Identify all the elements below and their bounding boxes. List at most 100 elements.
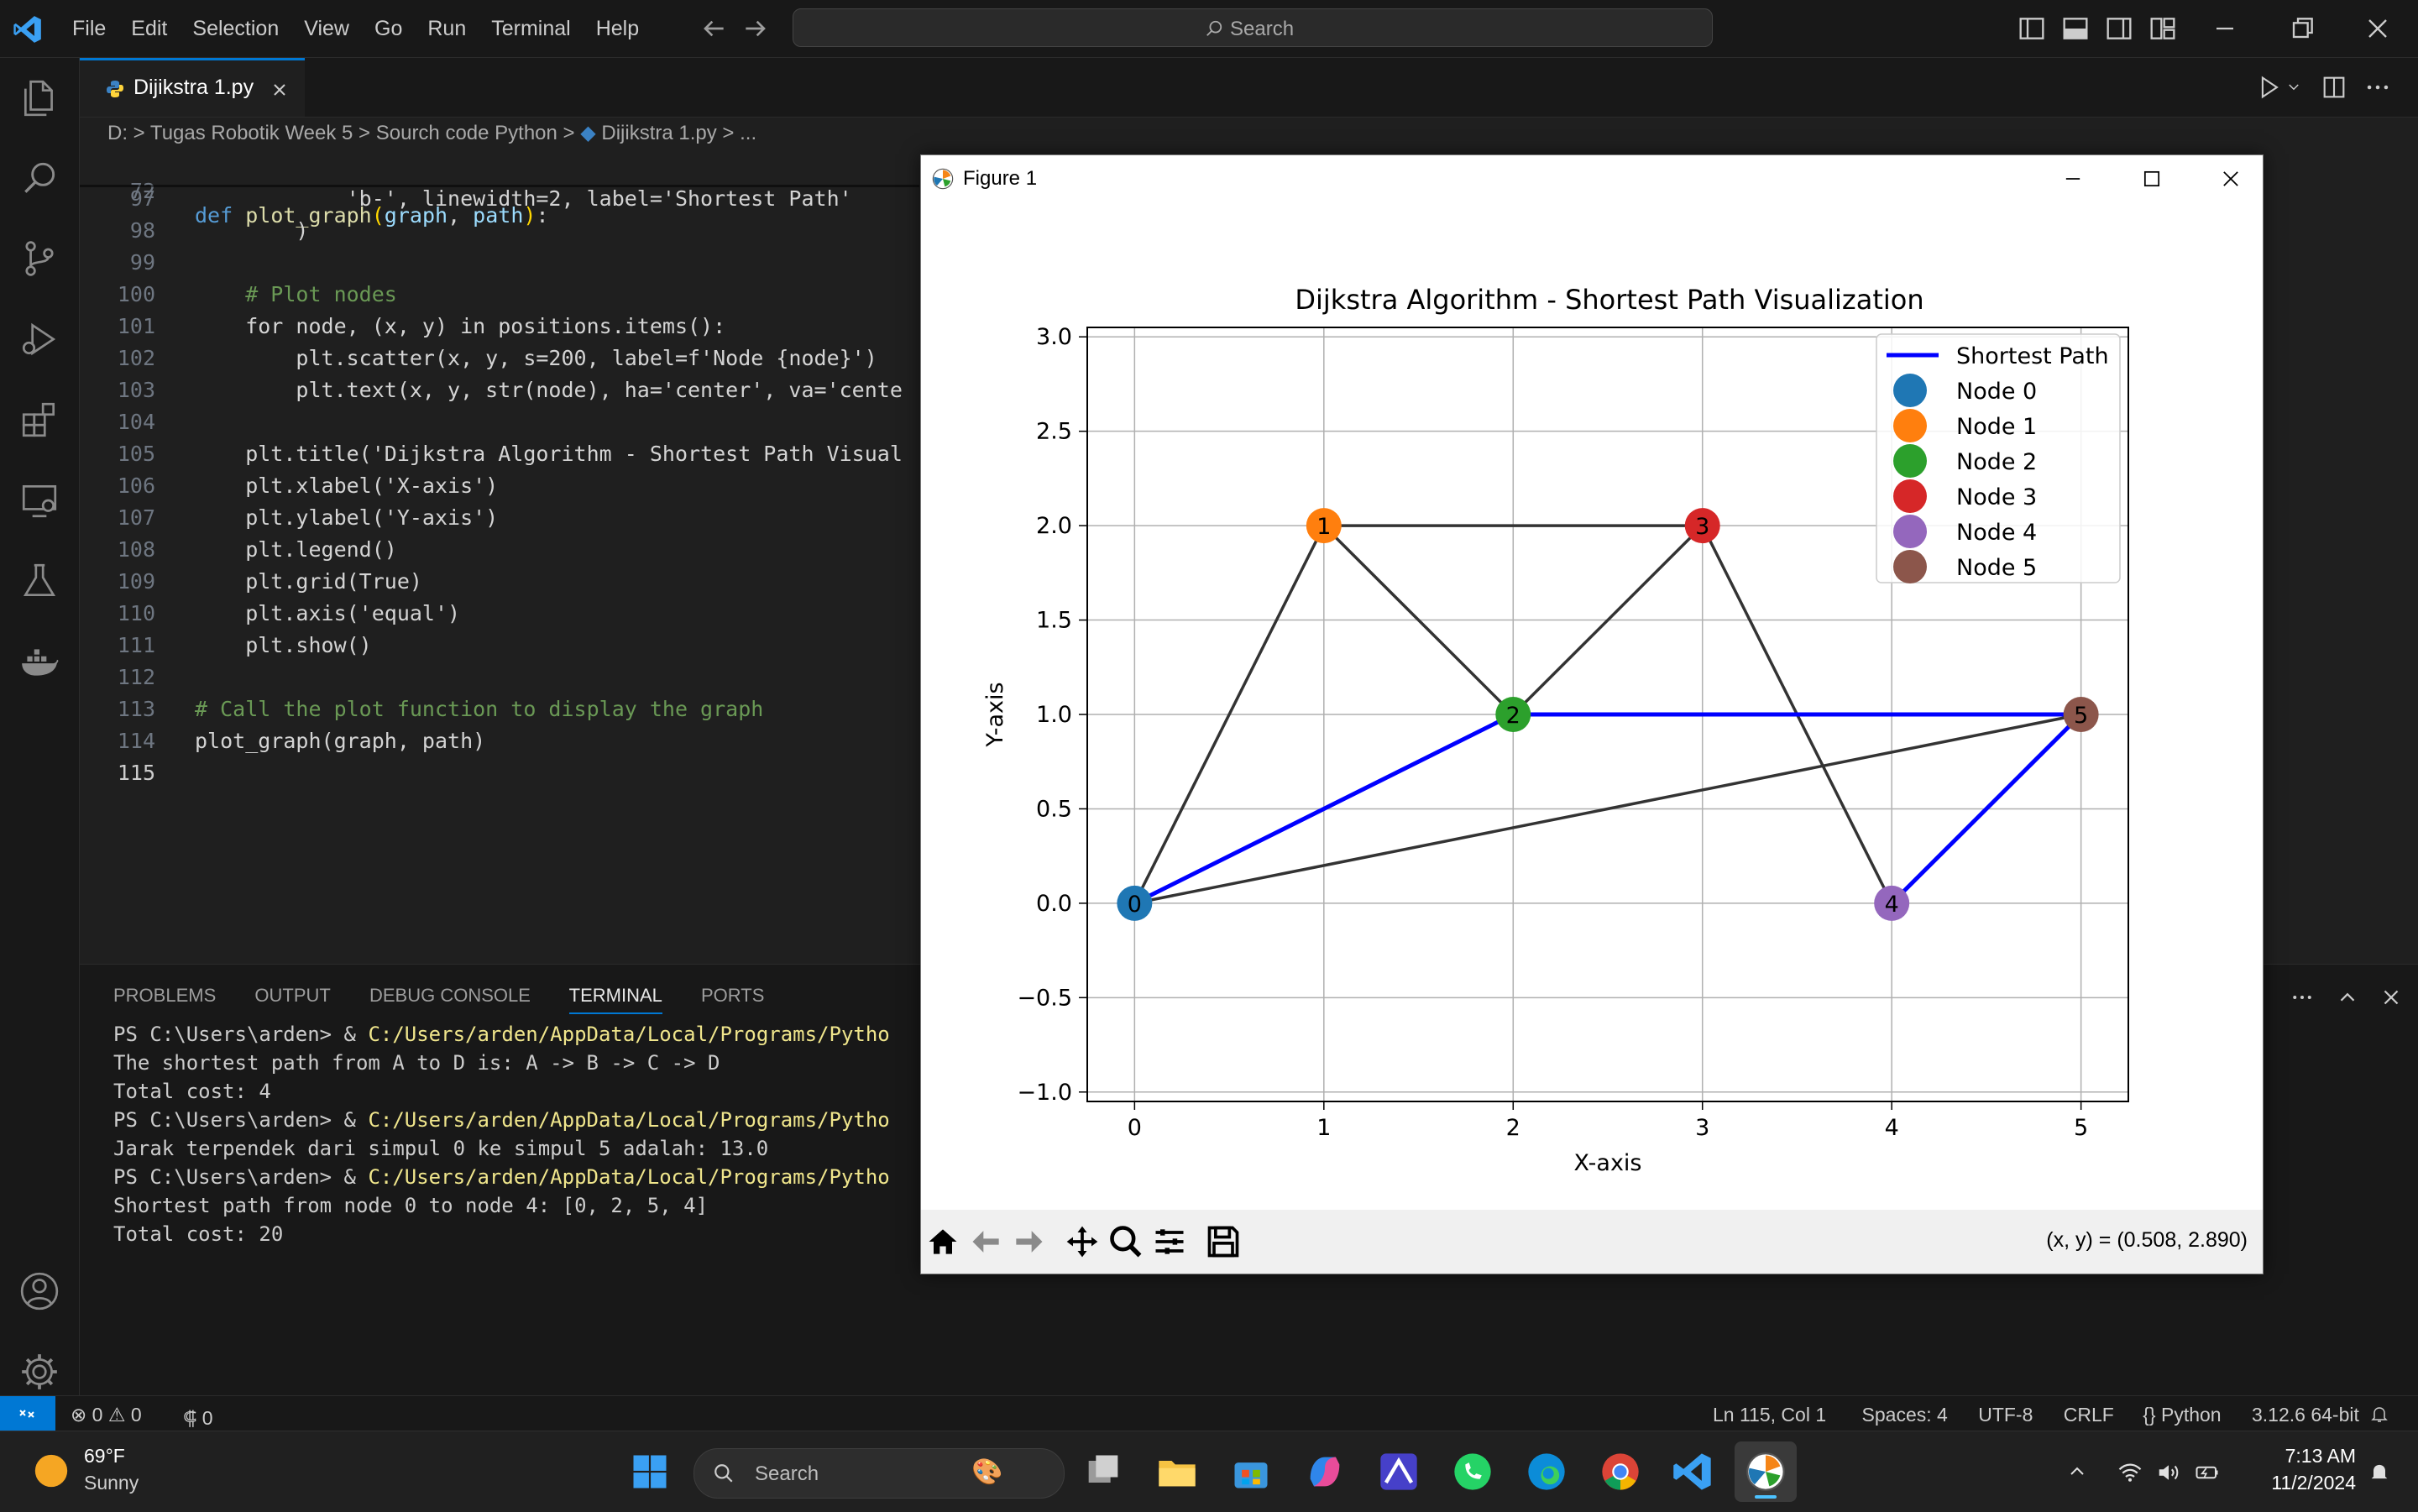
edge-browser-icon[interactable]	[1525, 1450, 1568, 1494]
copilot-icon[interactable]	[1303, 1450, 1347, 1494]
toggle-primary-sidebar-icon[interactable]	[2015, 12, 2049, 45]
tab-dijikstra[interactable]: Dijikstra 1.py	[80, 58, 305, 117]
ports-status[interactable]: ⸿ 0	[183, 1404, 213, 1431]
search-view-icon[interactable]	[18, 157, 60, 199]
chevron-down-icon[interactable]	[2286, 80, 2301, 95]
forward-icon[interactable]	[1010, 1223, 1047, 1260]
menu-file[interactable]: File	[72, 16, 107, 40]
extensions-icon[interactable]	[18, 399, 60, 441]
menu-run[interactable]: Run	[427, 16, 467, 40]
file-explorer-icon[interactable]	[1155, 1450, 1199, 1494]
pan-icon[interactable]	[1064, 1223, 1101, 1260]
tab-output[interactable]: OUTPUT	[254, 985, 331, 1006]
testing-icon[interactable]	[18, 560, 60, 602]
breadcrumb-drive[interactable]: D:	[107, 122, 128, 144]
explorer-icon[interactable]	[18, 76, 60, 118]
notification-bell-icon[interactable]	[2368, 1460, 2391, 1483]
clock-date[interactable]: 11/2/2024	[2271, 1472, 2356, 1494]
restore-icon[interactable]	[2285, 12, 2319, 45]
toggle-panel-icon[interactable]	[2059, 12, 2092, 45]
weather-condition[interactable]: Sunny	[84, 1472, 139, 1494]
toggle-secondary-sidebar-icon[interactable]	[2102, 12, 2136, 45]
whatsapp-icon[interactable]	[1451, 1450, 1494, 1494]
tab-problems[interactable]: PROBLEMS	[113, 985, 217, 1006]
save-icon[interactable]	[1205, 1223, 1242, 1260]
more-actions-icon[interactable]	[2363, 73, 2392, 102]
windows-start-icon[interactable]	[628, 1450, 672, 1494]
chrome-browser-icon[interactable]	[1599, 1450, 1642, 1494]
y-tick-label: 0.5	[1036, 796, 1072, 822]
tab-debug-console[interactable]: DEBUG CONSOLE	[369, 985, 531, 1006]
chevron-up-icon[interactable]	[2067, 1462, 2087, 1482]
customize-layout-icon[interactable]	[2146, 12, 2180, 45]
tab-terminal[interactable]: TERMINAL	[568, 985, 662, 1014]
python-file-icon: ◆	[580, 122, 596, 144]
matplotlib-taskbar-button[interactable]	[1735, 1441, 1797, 1502]
taskbar-search[interactable]: Search 🎨	[693, 1448, 1065, 1499]
app-icon-purple[interactable]	[1377, 1450, 1421, 1494]
battery-icon[interactable]	[2195, 1460, 2220, 1485]
legend-node-swatch	[1893, 444, 1927, 478]
more-icon[interactable]	[2290, 985, 2315, 1010]
zoom-icon[interactable]	[1107, 1223, 1144, 1260]
close-tab-icon[interactable]	[270, 80, 290, 100]
command-center-search[interactable]: Search	[793, 8, 1713, 47]
menu-terminal[interactable]: Terminal	[491, 16, 571, 40]
wifi-icon[interactable]	[2117, 1460, 2143, 1485]
close-panel-icon[interactable]	[2379, 985, 2404, 1010]
forward-arrow-icon[interactable]	[739, 12, 772, 45]
end-of-line[interactable]: CRLF	[2063, 1404, 2114, 1426]
figure-maximize-icon[interactable]	[2140, 167, 2164, 191]
terminal-output[interactable]: PS C:\Users\arden> & C:/Users/arden/AppD…	[113, 1020, 890, 1248]
run-python-file-icon[interactable]	[2254, 73, 2283, 102]
run-debug-icon[interactable]	[18, 318, 60, 360]
breadcrumb-symbol[interactable]: ...	[740, 122, 757, 144]
breadcrumb-folder-2[interactable]: Sourch code Python	[375, 122, 557, 144]
breadcrumb-file[interactable]: Dijikstra 1.py	[601, 122, 717, 144]
minimize-icon[interactable]	[2208, 12, 2242, 45]
code-editor[interactable]: 72 def plot_graph(graph, path): 97 'b-',…	[80, 154, 919, 960]
tab-ports[interactable]: PORTS	[701, 985, 765, 1006]
line-number: 100	[117, 282, 155, 306]
figure-minimize-icon[interactable]	[2061, 167, 2085, 191]
accounts-icon[interactable]	[18, 1270, 60, 1312]
notifications-bell-icon[interactable]	[2369, 1404, 2389, 1424]
legend-label: Node 2	[1956, 449, 2037, 475]
remote-indicator[interactable]	[0, 1396, 55, 1431]
clock-time[interactable]: 7:13 AM	[2285, 1445, 2356, 1467]
figure-close-icon[interactable]	[2219, 167, 2243, 191]
docker-icon[interactable]	[18, 641, 60, 683]
encoding[interactable]: UTF-8	[1978, 1404, 2033, 1426]
back-arrow-icon[interactable]	[697, 12, 730, 45]
menu-go[interactable]: Go	[374, 16, 403, 40]
menu-edit[interactable]: Edit	[131, 16, 168, 40]
maximize-panel-icon[interactable]	[2335, 985, 2360, 1010]
microsoft-store-icon[interactable]	[1229, 1450, 1273, 1494]
manage-gear-icon[interactable]	[18, 1351, 60, 1393]
cursor-position[interactable]: Ln 115, Col 1	[1713, 1404, 1827, 1426]
breadcrumb-folder-1[interactable]: Tugas Robotik Week 5	[149, 122, 353, 144]
back-icon[interactable]	[968, 1223, 1005, 1260]
active-indicator	[1755, 1495, 1777, 1499]
indentation[interactable]: Spaces: 4	[1861, 1404, 1948, 1426]
split-editor-icon[interactable]	[2320, 73, 2348, 102]
source-control-icon[interactable]	[18, 238, 60, 280]
language-mode[interactable]: Python	[2160, 1404, 2222, 1426]
terminal-line: PS C:\Users\arden> & C:/Users/arden/AppD…	[113, 1163, 890, 1191]
menu-selection[interactable]: Selection	[192, 16, 280, 40]
weather-temp[interactable]: 69°F	[84, 1445, 125, 1467]
task-view-icon[interactable]	[1081, 1450, 1125, 1494]
menu-help[interactable]: Help	[595, 16, 640, 40]
problems-status[interactable]: ⊗ 0 ⚠ 0	[71, 1404, 142, 1426]
home-icon[interactable]	[924, 1223, 961, 1260]
volume-icon[interactable]	[2156, 1460, 2181, 1485]
graph-chart[interactable]: Dijkstra Algorithm - Shortest Path Visua…	[921, 202, 2263, 1210]
sticky-scroll-line[interactable]: 72 def plot_graph(graph, path):	[80, 154, 549, 228]
vscode-taskbar-icon[interactable]	[1671, 1450, 1714, 1494]
close-window-icon[interactable]	[2361, 12, 2394, 45]
menu-view[interactable]: View	[304, 16, 349, 40]
python-interpreter[interactable]: 3.12.6 64-bit	[2251, 1404, 2359, 1426]
configure-subplots-icon[interactable]	[1151, 1223, 1188, 1260]
remote-explorer-icon[interactable]	[18, 479, 60, 521]
y-tick-label: 3.0	[1036, 324, 1072, 350]
